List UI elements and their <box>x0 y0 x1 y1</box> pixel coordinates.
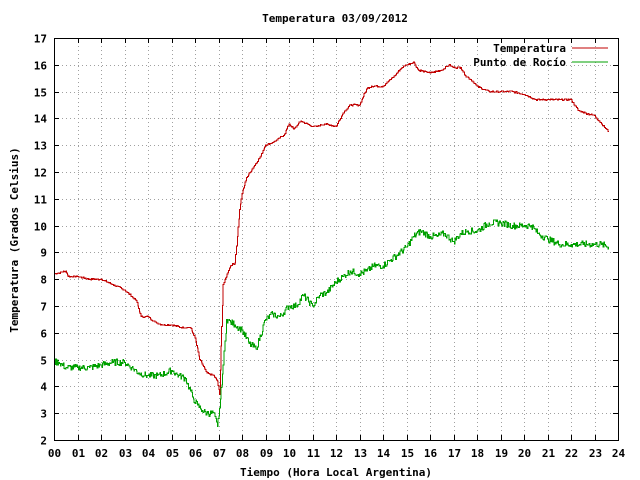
x-tick-label: 14 <box>377 447 391 460</box>
x-tick-label: 24 <box>612 447 626 460</box>
x-tick-label: 19 <box>495 447 508 460</box>
y-tick-label: 4 <box>40 381 47 394</box>
legend-label: Temperatura <box>493 42 566 55</box>
y-tick-label: 3 <box>40 408 47 421</box>
y-tick-label: 17 <box>34 33 47 46</box>
y-tick-label: 8 <box>40 274 47 287</box>
x-tick-label: 15 <box>401 447 414 460</box>
x-tick-label: 21 <box>542 447 556 460</box>
x-tick-label: 13 <box>354 447 367 460</box>
y-tick-label: 14 <box>34 113 48 126</box>
y-tick-label: 11 <box>34 194 48 207</box>
x-tick-label: 20 <box>518 447 531 460</box>
x-tick-label: 10 <box>283 447 296 460</box>
x-tick-label: 03 <box>119 447 132 460</box>
y-tick-label: 13 <box>34 140 47 153</box>
x-tick-label: 16 <box>424 447 438 460</box>
x-tick-label: 01 <box>72 447 86 460</box>
y-tick-label: 6 <box>40 328 47 341</box>
x-tick-label: 06 <box>189 447 203 460</box>
x-tick-label: 18 <box>471 447 484 460</box>
x-tick-label: 00 <box>48 447 61 460</box>
x-tick-label: 02 <box>95 447 108 460</box>
x-tick-label: 09 <box>260 447 273 460</box>
series-line-temperatura <box>54 61 610 395</box>
x-tick-label: 08 <box>236 447 249 460</box>
x-tick-label: 23 <box>589 447 602 460</box>
grid-lines <box>54 38 618 440</box>
y-axis-label: Temperatura (Grados Celsius) <box>8 147 21 332</box>
y-tick-label: 9 <box>40 247 47 260</box>
x-tick-label: 11 <box>307 447 321 460</box>
y-tick-label: 10 <box>34 221 47 234</box>
x-axis-label: Tiempo (Hora Local Argentina) <box>240 466 432 479</box>
legend-label: Punto de Rocío <box>473 56 566 69</box>
series-line-punto-rocio <box>54 219 610 428</box>
y-tick-label: 16 <box>34 60 48 73</box>
x-tick-label: 07 <box>213 447 226 460</box>
y-tick-label: 12 <box>34 167 47 180</box>
plot-frame <box>54 38 619 441</box>
y-tick-label: 15 <box>34 87 47 100</box>
plot-series <box>54 61 610 428</box>
x-tick-label: 04 <box>142 447 156 460</box>
x-axis-ticks: 00 01 02 03 04 05 06 07 08 09 10 11 12 13 14 15 16 17 18 19… <box>48 38 626 460</box>
x-tick-label: 17 <box>448 447 461 460</box>
x-tick-label: 12 <box>330 447 343 460</box>
y-axis-ticks: 2 3 4 5 6 7 8 9 10 11 12 13 14 15 16 17 <box>34 33 618 448</box>
y-tick-label: 2 <box>40 435 47 448</box>
x-tick-label: 05 <box>166 447 179 460</box>
x-tick-label: 22 <box>565 447 578 460</box>
y-tick-label: 5 <box>40 355 47 368</box>
chart-title: Temperatura 03/09/2012 <box>262 12 408 25</box>
y-tick-label: 7 <box>40 301 47 314</box>
